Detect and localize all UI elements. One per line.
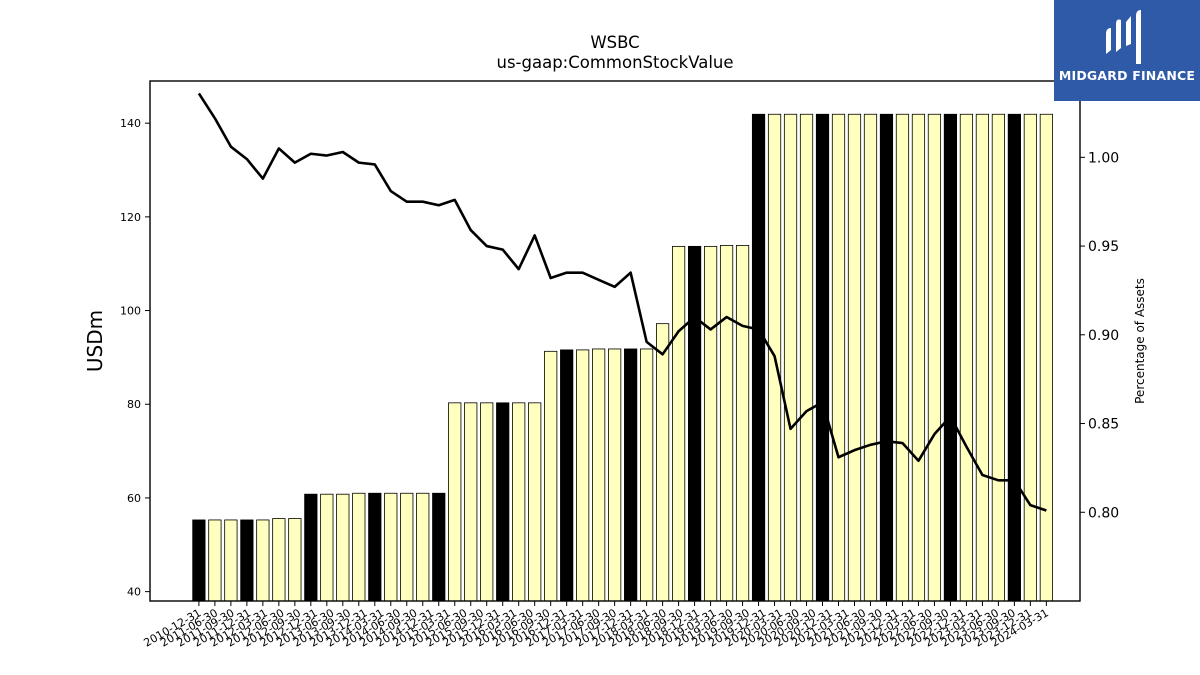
chart-title: WSBC: [590, 33, 639, 52]
y2-tick-label-0.85: 0.85: [1088, 417, 1119, 433]
bar-2022-03-31: [911, 113, 926, 602]
chart-subtitle: us-gaap:CommonStockValue: [496, 53, 733, 72]
bar-2020-09-30: [815, 113, 830, 602]
bar-2012-03-31: [272, 518, 286, 602]
brand-name: MIDGARD FINANCE: [1058, 68, 1196, 83]
bar-2016-03-31: [528, 402, 542, 602]
x-axis: 2010-12-312011-06-302011-09-302011-12-31…: [142, 601, 1051, 650]
y2-tick-label-0.80: 0.80: [1088, 505, 1119, 521]
bar-2023-09-30: [1007, 113, 1021, 602]
bar-2019-03-31: [719, 245, 734, 602]
bar-2013-03-31: [336, 493, 350, 602]
bar-2017-12-31: [640, 348, 654, 602]
bar-2013-09-30: [368, 492, 382, 602]
y-axis-label: USDm: [83, 310, 107, 372]
y2-tick-label-1.00: 1.00: [1088, 150, 1119, 166]
bar-2015-09-30: [496, 402, 510, 602]
bar-2015-03-31: [464, 402, 478, 602]
bar-2018-06-30: [672, 245, 686, 602]
bar-2020-06-30: [799, 113, 814, 602]
bar-2023-03-31: [975, 113, 990, 602]
y-tick-label-100: 100: [120, 305, 141, 318]
bar-2014-12-31: [448, 402, 462, 602]
bar-2011-09-30: [240, 519, 254, 602]
bar-2011-06-30: [224, 519, 238, 602]
bar-2020-03-31: [783, 113, 798, 602]
bar-2017-03-31: [592, 348, 606, 602]
bar-2023-12-31: [1023, 113, 1037, 602]
bar-2018-12-31: [703, 245, 718, 602]
bar-2019-09-30: [751, 113, 766, 602]
bar-2021-06-30: [863, 113, 878, 602]
bar-2012-06-30: [288, 518, 302, 602]
bar-2016-09-30: [560, 349, 574, 602]
bar-2010-12-31: [192, 519, 206, 602]
bar-2016-06-30: [544, 350, 558, 602]
bar-2013-06-30: [352, 492, 366, 602]
y-tick-label-60: 60: [127, 492, 141, 505]
brand-mark-icon: [1106, 10, 1141, 64]
bar-2023-06-30: [991, 113, 1006, 602]
percentage-of-assets-line: [197, 92, 1047, 512]
bar-2012-12-31: [320, 493, 334, 602]
bar-2022-12-31: [959, 113, 974, 602]
line-layer: [197, 92, 1047, 512]
bar-2011-12-31: [256, 519, 270, 602]
bar-2015-12-31: [512, 402, 526, 602]
y2-tick-label-0.95: 0.95: [1088, 239, 1119, 255]
bar-2019-06-30: [735, 245, 750, 602]
bars-layer: [192, 113, 1053, 602]
bar-2024-03-31: [1039, 113, 1053, 602]
bar-2018-09-30: [687, 245, 702, 602]
y-tick-label-140: 140: [120, 117, 141, 130]
bar-2021-12-31: [895, 113, 910, 602]
y-axis-right: 0.80 0.85 0.90 0.95 1.00: [1080, 150, 1119, 521]
bar-2013-12-31: [384, 492, 398, 602]
y2-tick-label-0.90: 0.90: [1088, 328, 1119, 344]
bar-2015-06-30: [480, 402, 494, 602]
y-tick-label-120: 120: [120, 211, 141, 224]
brand-logo: MIDGARD FINANCE: [1054, 0, 1200, 101]
bar-2014-09-30: [432, 492, 446, 602]
bar-2018-03-31: [656, 323, 670, 602]
bar-2011-03-31: [208, 519, 222, 602]
bar-2014-03-31: [400, 492, 414, 602]
y-tick-label-40: 40: [127, 586, 141, 599]
bar-2014-06-30: [416, 492, 430, 602]
bar-2017-09-30: [624, 348, 638, 602]
y2-axis-label: Percentage of Assets: [1133, 278, 1147, 404]
bar-2021-03-31: [847, 113, 862, 602]
bar-2012-09-30: [304, 493, 318, 602]
bar-2021-09-30: [879, 113, 894, 602]
bar-2022-06-30: [927, 113, 942, 602]
y-axis-left: 40 60 80 100 120 140: [120, 117, 150, 599]
bar-2022-09-30: [943, 113, 958, 602]
bar-2017-06-30: [608, 348, 622, 602]
y-tick-label-80: 80: [127, 398, 141, 411]
bar-2020-12-31: [831, 113, 846, 602]
bar-2016-12-31: [576, 349, 590, 602]
